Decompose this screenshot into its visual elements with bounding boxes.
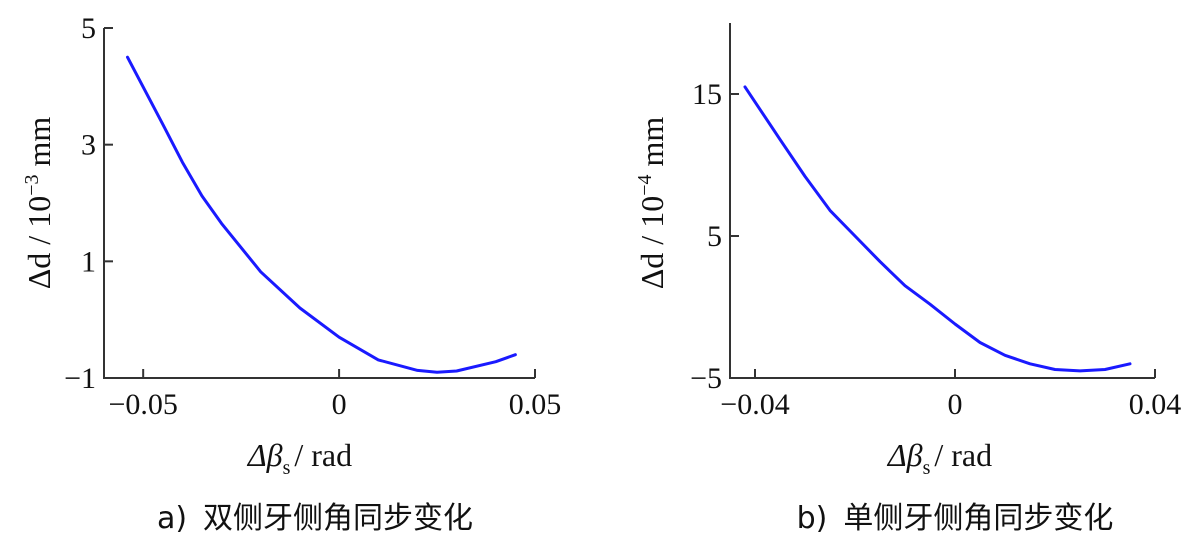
x-tick-label-a: 0.05: [509, 388, 562, 421]
y-tick-label-a: 1: [81, 245, 96, 278]
y-tick-label-a: 3: [81, 129, 96, 162]
y-axis-label-exp-a: −3: [21, 175, 43, 196]
x-tick-label-b: −0.04: [720, 388, 789, 421]
caption-a: a) 双侧牙侧角同步变化: [157, 501, 473, 536]
y-axis-label-b: Δd / 10−4 mm: [634, 117, 670, 290]
x-axis-label-unit-a: / rad: [294, 437, 352, 473]
x-axis-label-main-b: Δβ: [886, 437, 923, 473]
y-axis-label-a: Δd / 10−3 mm: [21, 117, 57, 290]
axes-frame-b: [729, 23, 1155, 379]
x-tick-label-a: −0.05: [108, 388, 177, 421]
x-tick-label-a: 0: [332, 388, 347, 421]
y-ticks-a: −1 1 3 5: [64, 12, 113, 395]
x-axis-label-sub-b: s: [923, 457, 931, 479]
x-ticks-b: −0.04 0 0.04: [720, 369, 1181, 421]
x-axis-label-a: Δβs / rad: [246, 437, 352, 479]
y-axis-label-main-a: Δd / 10: [21, 196, 57, 289]
caption-b: b) 单侧牙侧角同步变化: [797, 501, 1114, 536]
panel-label-b: b): [797, 501, 828, 536]
y-tick-label-b: 15: [692, 78, 722, 111]
x-ticks-a: −0.05 0 0.05: [108, 369, 561, 421]
series-line-b: [743, 85, 1132, 373]
caption-text-b: 单侧牙侧角同步变化: [843, 501, 1113, 536]
y-tick-label-a: −1: [64, 362, 96, 395]
y-ticks-b: −5 5 15: [690, 78, 739, 395]
x-axis-label-b: Δβs / rad: [886, 437, 992, 479]
y-tick-label-b: 5: [707, 220, 722, 253]
axes-frame-a: [103, 28, 535, 379]
x-axis-label-main-a: Δβ: [246, 437, 283, 473]
y-axis-label-main-b: Δd / 10: [634, 196, 670, 289]
x-axis-label-unit-b: / rad: [934, 437, 992, 473]
y-tick-label-b: −5: [690, 362, 722, 395]
y-axis-label-exp-b: −4: [634, 175, 656, 196]
x-axis-label-sub-a: s: [283, 457, 291, 479]
y-axis-label-unit-b: mm: [634, 117, 670, 175]
series-line-a: [126, 55, 517, 374]
x-tick-label-b: 0.04: [1129, 388, 1182, 421]
y-tick-label-a: 5: [81, 12, 96, 45]
panel-label-a: a): [157, 501, 187, 536]
caption-text-a: 双侧牙侧角同步变化: [203, 501, 473, 536]
x-tick-label-b: 0: [948, 388, 963, 421]
chart-panel-a: −0.05 0 0.05 −1 1 3 5 Δβs / rad Δd / 10−3 mm a…: [21, 12, 561, 536]
chart-panel-b: −0.04 0 0.04 −5 5 15 Δβs / rad Δd / 10−4 mm b…: [634, 23, 1181, 536]
y-axis-label-unit-a: mm: [21, 117, 57, 175]
